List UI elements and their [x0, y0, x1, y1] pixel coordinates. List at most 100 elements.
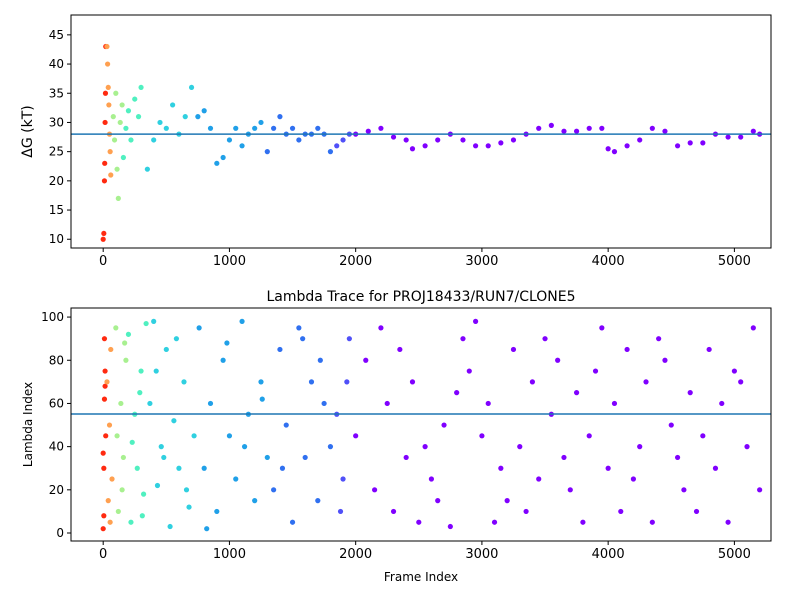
- point: [138, 368, 144, 374]
- point: [674, 454, 681, 461]
- x-tick-label: 1000: [213, 254, 246, 269]
- point: [592, 368, 599, 374]
- point: [757, 487, 763, 493]
- point: [123, 125, 129, 131]
- point: [340, 137, 346, 143]
- point: [668, 422, 674, 428]
- point: [214, 508, 220, 515]
- y-tick-label: 60: [49, 396, 64, 410]
- point: [154, 482, 161, 489]
- x-tick-label: 3000: [465, 547, 498, 562]
- point: [114, 166, 120, 172]
- x-tick-label: 5000: [718, 254, 751, 269]
- point: [523, 508, 529, 515]
- point: [107, 149, 113, 155]
- point: [271, 125, 277, 131]
- x-tick-label: 4000: [592, 254, 625, 269]
- point: [536, 125, 542, 131]
- point: [279, 465, 286, 471]
- point: [106, 102, 112, 108]
- point: [504, 498, 510, 504]
- point: [239, 143, 245, 149]
- point: [125, 331, 132, 337]
- point: [731, 368, 737, 374]
- point: [599, 125, 605, 131]
- point: [687, 140, 693, 146]
- point: [125, 108, 132, 114]
- point: [472, 143, 479, 149]
- point: [119, 102, 125, 108]
- point: [171, 418, 177, 424]
- point: [252, 498, 258, 504]
- x-tick-label: 2000: [339, 254, 372, 269]
- point: [454, 390, 460, 396]
- point: [122, 340, 128, 346]
- point: [117, 119, 123, 126]
- point: [104, 43, 110, 50]
- point: [637, 137, 643, 143]
- point: [110, 114, 116, 120]
- point: [163, 125, 169, 131]
- point: [416, 519, 422, 525]
- point: [139, 513, 145, 519]
- point: [630, 476, 636, 482]
- point: [241, 444, 248, 450]
- point: [158, 444, 164, 450]
- point: [317, 357, 323, 363]
- point: [422, 143, 428, 149]
- point: [105, 498, 111, 504]
- point: [441, 422, 447, 428]
- x-tick-label: 0: [99, 254, 107, 269]
- point: [555, 357, 561, 363]
- y-tick-label: 15: [49, 203, 64, 217]
- point: [101, 465, 107, 471]
- x-tick-label: 1000: [213, 547, 246, 562]
- point: [163, 346, 169, 353]
- point: [220, 154, 226, 161]
- y-tick-label: 45: [49, 28, 64, 42]
- point: [390, 134, 397, 140]
- point: [191, 433, 197, 439]
- point: [712, 465, 719, 471]
- x-axis-label: Frame Index: [384, 570, 458, 584]
- point: [214, 160, 220, 166]
- point: [157, 119, 163, 126]
- point: [334, 143, 340, 149]
- point: [428, 476, 435, 482]
- point: [134, 465, 140, 471]
- point: [624, 346, 630, 353]
- point: [372, 487, 378, 493]
- point: [106, 422, 113, 428]
- point: [296, 325, 302, 331]
- point: [605, 465, 611, 471]
- point: [693, 508, 700, 515]
- point: [618, 508, 624, 515]
- point: [111, 137, 118, 143]
- point: [536, 476, 542, 482]
- point: [129, 439, 135, 445]
- point: [300, 336, 306, 342]
- point: [207, 400, 214, 407]
- y-tick-label: 40: [49, 57, 64, 71]
- point: [327, 444, 334, 450]
- point: [353, 433, 359, 439]
- point: [611, 149, 618, 155]
- point: [403, 454, 409, 461]
- point: [321, 400, 327, 407]
- y-axis-label: ΔG (kT): [20, 105, 36, 157]
- point: [226, 433, 233, 439]
- point: [605, 146, 611, 152]
- point: [750, 325, 756, 331]
- point: [517, 444, 523, 450]
- y-tick-label: 25: [49, 145, 64, 159]
- point: [128, 519, 134, 525]
- point: [485, 143, 491, 149]
- point: [100, 236, 106, 242]
- point: [195, 114, 201, 120]
- point: [277, 114, 283, 120]
- point: [363, 357, 369, 363]
- point: [271, 487, 277, 493]
- point: [561, 454, 567, 461]
- x-tick-label: 0: [99, 547, 107, 562]
